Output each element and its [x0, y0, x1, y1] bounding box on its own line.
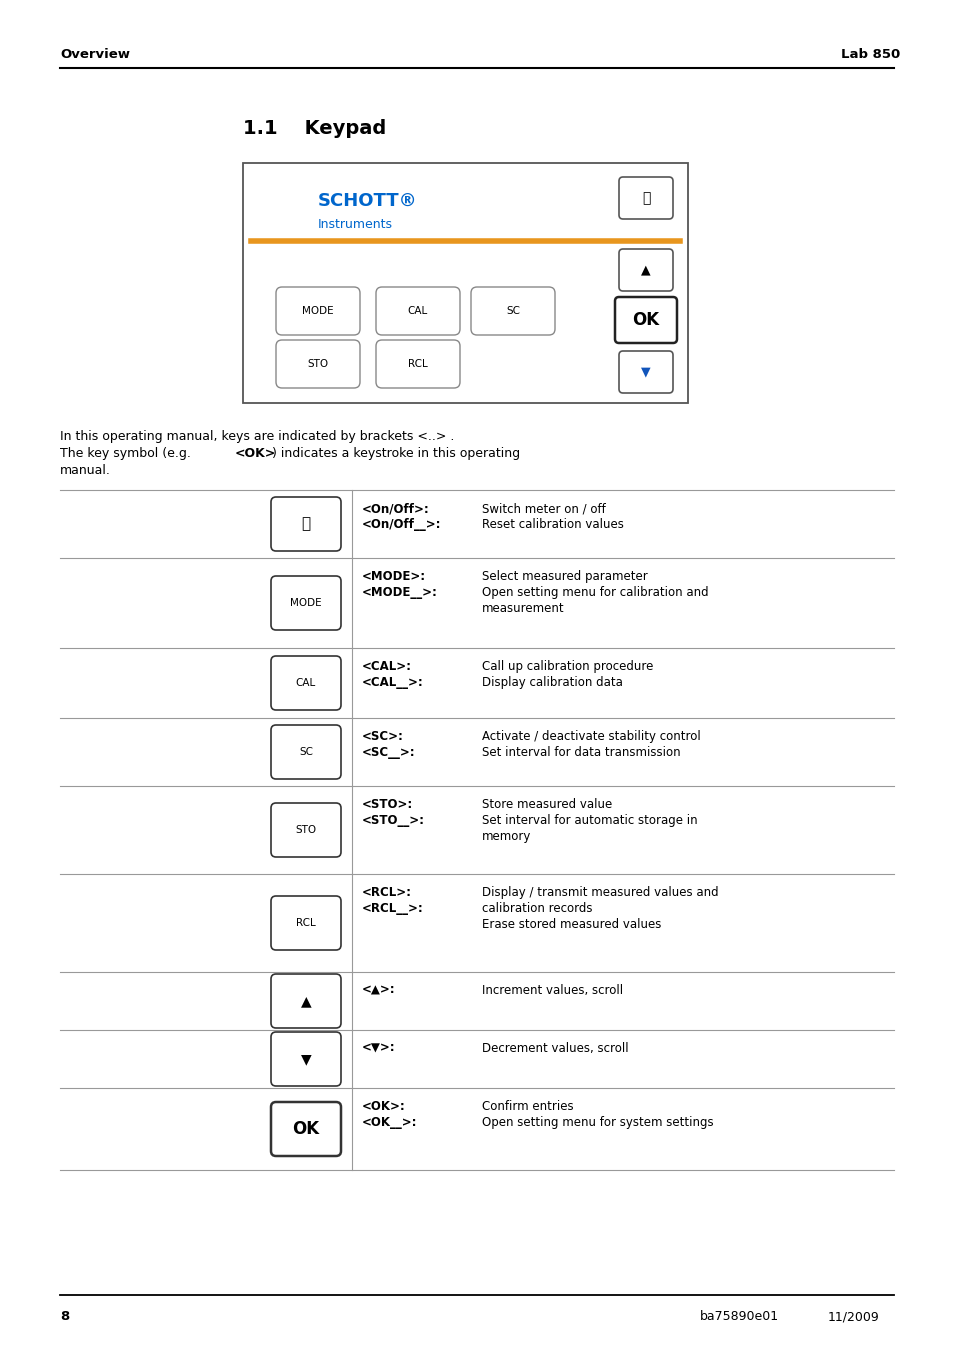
Text: ba75890e01: ba75890e01 — [700, 1310, 779, 1324]
Text: OK: OK — [632, 311, 659, 330]
Text: measurement: measurement — [481, 603, 564, 615]
Text: Store measured value: Store measured value — [481, 798, 612, 811]
FancyBboxPatch shape — [615, 297, 677, 343]
Text: RCL: RCL — [295, 917, 315, 928]
Text: <OK>:: <OK>: — [361, 1100, 405, 1113]
Text: STO: STO — [307, 359, 328, 369]
Text: <OK>: <OK> — [234, 447, 276, 459]
Text: <SC__>:: <SC__>: — [361, 746, 416, 759]
Text: 11/2009: 11/2009 — [827, 1310, 879, 1324]
Text: CAL: CAL — [408, 305, 428, 316]
Text: Confirm entries: Confirm entries — [481, 1100, 573, 1113]
FancyBboxPatch shape — [618, 177, 672, 219]
Bar — [243, 163, 687, 403]
Text: <STO>:: <STO>: — [361, 798, 413, 811]
FancyBboxPatch shape — [375, 340, 459, 388]
Text: <On/Off__>:: <On/Off__>: — [361, 517, 441, 531]
FancyBboxPatch shape — [271, 974, 340, 1028]
Text: Select measured parameter: Select measured parameter — [481, 570, 647, 584]
FancyBboxPatch shape — [271, 497, 340, 551]
Text: <▲>:: <▲>: — [361, 984, 395, 997]
Text: RCL: RCL — [408, 359, 428, 369]
FancyBboxPatch shape — [271, 725, 340, 780]
Text: The key symbol (e.g.: The key symbol (e.g. — [60, 447, 194, 459]
Text: Set interval for automatic storage in: Set interval for automatic storage in — [481, 815, 697, 827]
Text: Set interval for data transmission: Set interval for data transmission — [481, 746, 679, 759]
FancyBboxPatch shape — [275, 340, 359, 388]
Text: SCHOTT®: SCHOTT® — [317, 192, 417, 209]
Text: Lab 850: Lab 850 — [840, 49, 899, 62]
Text: <CAL__>:: <CAL__>: — [361, 676, 423, 689]
Text: ▼: ▼ — [640, 366, 650, 378]
Text: <CAL>:: <CAL>: — [361, 661, 412, 673]
Text: Switch meter on / off: Switch meter on / off — [481, 503, 605, 515]
Text: <MODE__>:: <MODE__>: — [361, 586, 437, 598]
Text: <OK__>:: <OK__>: — [361, 1116, 417, 1129]
Text: Activate / deactivate stability control: Activate / deactivate stability control — [481, 730, 700, 743]
Text: Open setting menu for calibration and: Open setting menu for calibration and — [481, 586, 708, 598]
Text: Increment values, scroll: Increment values, scroll — [481, 984, 622, 997]
Text: Overview: Overview — [60, 49, 130, 62]
Text: <STO__>:: <STO__>: — [361, 815, 424, 827]
Text: Display calibration data: Display calibration data — [481, 676, 622, 689]
Text: 8: 8 — [60, 1310, 70, 1324]
Text: Erase stored measured values: Erase stored measured values — [481, 917, 660, 931]
Text: STO: STO — [295, 825, 316, 835]
Text: Display / transmit measured values and: Display / transmit measured values and — [481, 886, 718, 898]
Text: <SC>:: <SC>: — [361, 730, 403, 743]
Text: Instruments: Instruments — [317, 219, 393, 231]
Text: Decrement values, scroll: Decrement values, scroll — [481, 1042, 628, 1055]
Text: MODE: MODE — [302, 305, 334, 316]
Text: <RCL>:: <RCL>: — [361, 886, 412, 898]
FancyBboxPatch shape — [618, 351, 672, 393]
Text: In this operating manual, keys are indicated by brackets <..> .: In this operating manual, keys are indic… — [60, 430, 454, 443]
Text: ⏻: ⏻ — [641, 190, 650, 205]
FancyBboxPatch shape — [471, 286, 555, 335]
FancyBboxPatch shape — [618, 249, 672, 290]
Text: CAL: CAL — [295, 678, 315, 688]
Text: ⏻: ⏻ — [301, 516, 311, 531]
Text: Reset calibration values: Reset calibration values — [481, 517, 623, 531]
FancyBboxPatch shape — [271, 896, 340, 950]
FancyBboxPatch shape — [271, 657, 340, 711]
Text: <RCL__>:: <RCL__>: — [361, 902, 423, 915]
Text: calibration records: calibration records — [481, 902, 592, 915]
FancyBboxPatch shape — [271, 802, 340, 857]
Text: Call up calibration procedure: Call up calibration procedure — [481, 661, 653, 673]
Text: <On/Off>:: <On/Off>: — [361, 503, 429, 515]
Text: <▼>:: <▼>: — [361, 1042, 395, 1055]
FancyBboxPatch shape — [271, 1032, 340, 1086]
Text: memory: memory — [481, 830, 531, 843]
Text: OK: OK — [293, 1120, 319, 1138]
Text: SC: SC — [298, 747, 313, 757]
Text: <MODE>:: <MODE>: — [361, 570, 426, 584]
Text: 1.1    Keypad: 1.1 Keypad — [243, 119, 386, 138]
Text: Open setting menu for system settings: Open setting menu for system settings — [481, 1116, 713, 1129]
Text: MODE: MODE — [290, 598, 321, 608]
Text: manual.: manual. — [60, 463, 111, 477]
Text: ▲: ▲ — [300, 994, 311, 1008]
FancyBboxPatch shape — [271, 576, 340, 630]
Text: ) indicates a keystroke in this operating: ) indicates a keystroke in this operatin… — [272, 447, 519, 459]
Text: SC: SC — [505, 305, 519, 316]
Text: ▲: ▲ — [640, 263, 650, 277]
FancyBboxPatch shape — [271, 1102, 340, 1156]
FancyBboxPatch shape — [275, 286, 359, 335]
Text: ▼: ▼ — [300, 1052, 311, 1066]
FancyBboxPatch shape — [375, 286, 459, 335]
